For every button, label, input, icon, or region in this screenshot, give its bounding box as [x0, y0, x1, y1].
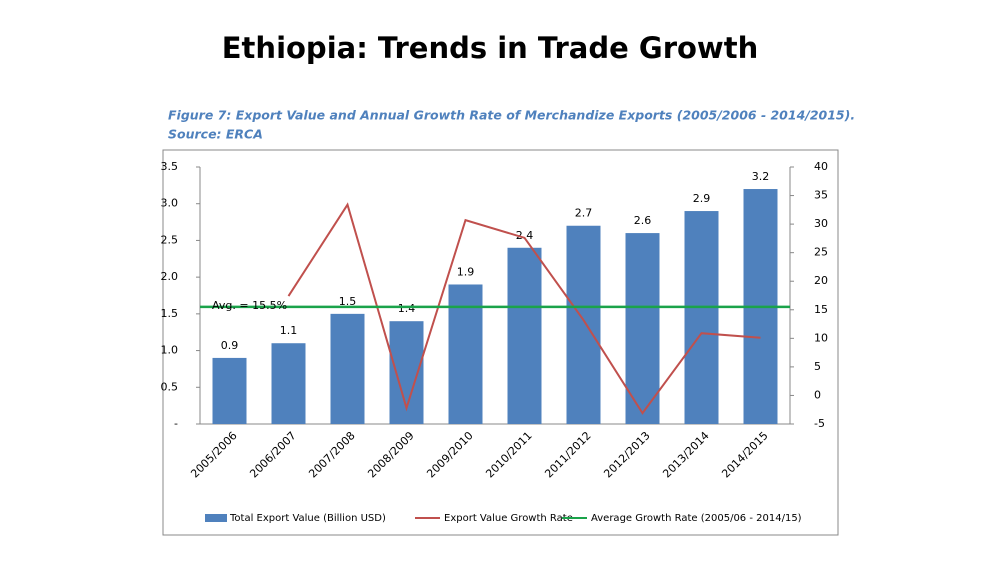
- y-tick-label: 1.5: [161, 307, 179, 320]
- x-tick-label: 2008/2009: [365, 429, 416, 480]
- y2-tick-label: 5: [814, 360, 821, 373]
- y2-tick-label: 35: [814, 189, 828, 202]
- legend-label: Total Export Value (Billion USD): [229, 513, 386, 524]
- slide-title: Ethiopia: Trends in Trade Growth: [222, 31, 758, 65]
- y-tick-label: 2.0: [161, 270, 179, 283]
- x-tick-label: 2012/2013: [601, 429, 652, 480]
- data-label: 2.4: [516, 229, 534, 242]
- y-tick-label: 1.0: [161, 344, 179, 357]
- y-tick-label: -: [174, 417, 178, 430]
- data-label: 2.7: [575, 207, 593, 220]
- figure-source: Source: ERCA: [168, 127, 263, 142]
- x-tick-label: 2006/2007: [247, 429, 298, 480]
- bar: [271, 343, 306, 424]
- legend-swatch: [205, 514, 227, 522]
- y-tick-label: 3.5: [161, 160, 179, 173]
- data-label: 1.4: [398, 302, 416, 315]
- y2-tick-label: 30: [814, 217, 828, 230]
- bar: [684, 211, 719, 424]
- data-label: 2.9: [693, 192, 711, 205]
- x-tick-label: 2010/2011: [483, 429, 534, 480]
- x-tick-label: 2014/2015: [719, 429, 770, 480]
- data-label: 0.9: [221, 339, 239, 352]
- bar: [507, 247, 542, 424]
- y2-tick-label: 40: [814, 160, 828, 173]
- y2-tick-label: 25: [814, 246, 828, 259]
- data-label: 2.6: [634, 214, 652, 227]
- data-label: 3.2: [752, 170, 770, 183]
- y2-tick-label: -5: [814, 417, 825, 430]
- y-tick-label: 0.5: [161, 380, 179, 393]
- growth-line: [287, 202, 761, 415]
- y-tick-label: 3.0: [161, 197, 179, 210]
- bar: [566, 225, 601, 424]
- y-tick-label: 2.5: [161, 233, 179, 246]
- x-tick-label: 2005/2006: [188, 429, 239, 480]
- x-tick-label: 2009/2010: [424, 429, 475, 480]
- data-label: 1.9: [457, 265, 475, 278]
- data-label: 1.5: [339, 295, 357, 308]
- figure-caption: Figure 7: Export Value and Annual Growth…: [168, 108, 855, 123]
- y2-tick-label: 15: [814, 303, 828, 316]
- legend-label: Average Growth Rate (2005/06 - 2014/15): [591, 513, 802, 524]
- x-tick-label: 2007/2008: [306, 429, 357, 480]
- legend-label: Export Value Growth Rate: [444, 513, 573, 524]
- y2-tick-label: 20: [814, 274, 828, 287]
- bar: [448, 284, 483, 424]
- bar: [625, 233, 660, 424]
- bar: [330, 313, 365, 424]
- data-label: 1.1: [280, 324, 298, 337]
- bar: [212, 357, 247, 424]
- chart-frame: [162, 149, 839, 536]
- average-label: Avg. = 15.5%: [212, 299, 287, 312]
- y2-tick-label: 10: [814, 331, 828, 344]
- x-tick-label: 2013/2014: [660, 429, 711, 480]
- x-tick-label: 2011/2012: [542, 429, 593, 480]
- y2-tick-label: 0: [814, 388, 821, 401]
